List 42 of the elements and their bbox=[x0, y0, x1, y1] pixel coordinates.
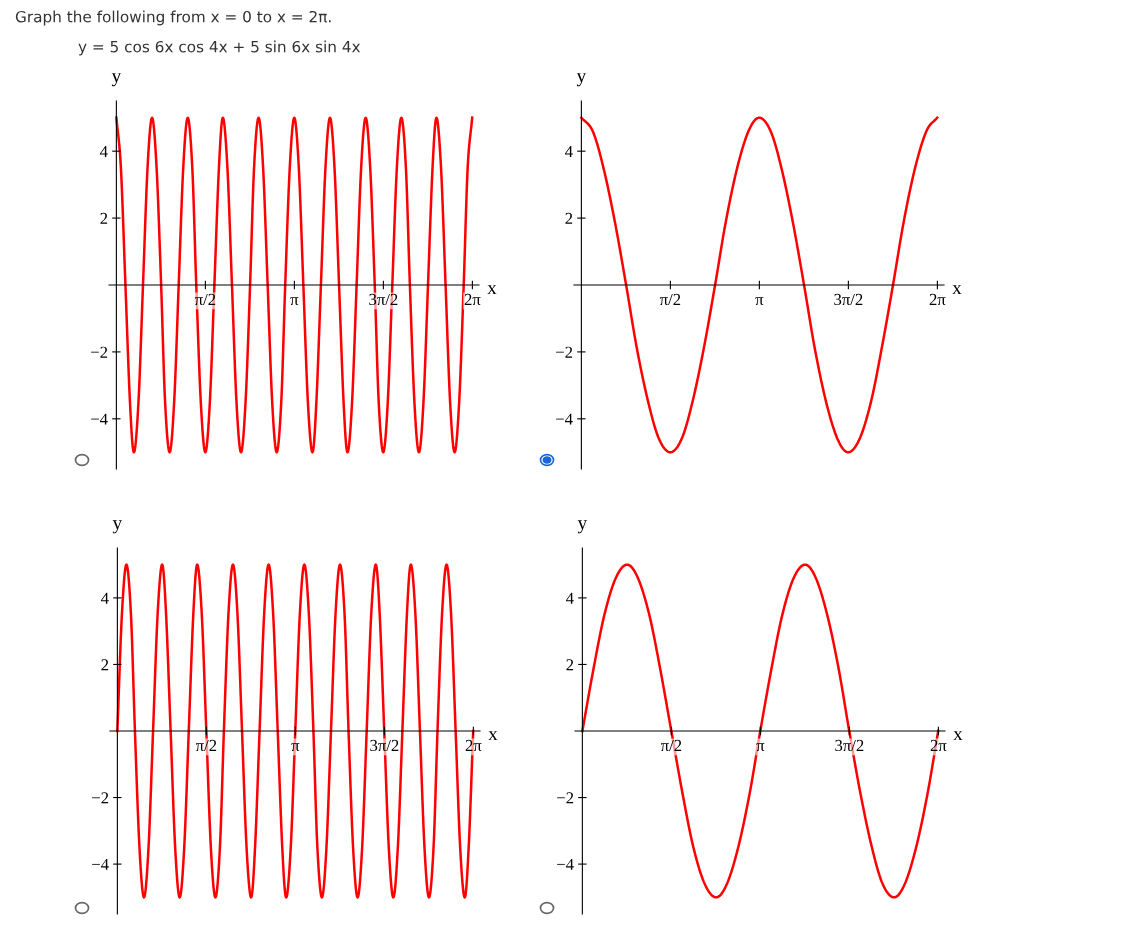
x-tick-label: 2π bbox=[465, 739, 482, 752]
y-tick-label: −4 bbox=[557, 858, 574, 870]
y-tick-label: −4 bbox=[91, 413, 108, 425]
x-tick-label: 3π/2 bbox=[370, 739, 399, 752]
y-tick-label: 2 bbox=[100, 212, 108, 224]
x-tick-label: π/2 bbox=[194, 293, 216, 306]
y-axis-title: y bbox=[112, 520, 123, 534]
x-tick-label: π bbox=[291, 743, 300, 752]
y-tick-label: −2 bbox=[556, 346, 573, 358]
y-tick-label: 2 bbox=[566, 659, 574, 671]
x-tick-label: 2π bbox=[464, 293, 481, 306]
y-tick-label: 4 bbox=[100, 145, 108, 157]
x-tick-label: 2π bbox=[929, 293, 946, 306]
x-axis-title: x bbox=[952, 285, 962, 295]
x-tick-label: π bbox=[755, 297, 764, 306]
y-tick-label: −2 bbox=[92, 792, 109, 804]
x-axis-title: x bbox=[487, 285, 497, 295]
x-tick-label: 3π/2 bbox=[369, 293, 398, 306]
x-tick-label: 3π/2 bbox=[835, 739, 864, 752]
chart-subtitle: y = 5 cos 6x cos 4x + 5 sin 6x sin 4x bbox=[78, 40, 361, 56]
y-tick-label: −2 bbox=[557, 792, 574, 804]
x-tick-label: π/2 bbox=[659, 293, 681, 306]
x-axis-title: x bbox=[953, 731, 963, 741]
y-tick-label: 2 bbox=[565, 212, 573, 224]
chart-title: Graph the following from x = 0 to x = 2π. bbox=[15, 10, 331, 26]
y-axis-title: y bbox=[577, 520, 588, 534]
x-tick-label: π bbox=[290, 297, 299, 306]
y-tick-label: −4 bbox=[92, 858, 109, 870]
y-tick-label: 4 bbox=[101, 592, 109, 604]
x-axis-title: x bbox=[488, 731, 498, 741]
y-axis-title: y bbox=[111, 73, 122, 87]
x-tick-label: π/2 bbox=[660, 739, 682, 752]
y-axis-title: y bbox=[576, 73, 587, 87]
y-tick-label: 2 bbox=[101, 659, 109, 671]
y-tick-label: −2 bbox=[91, 346, 108, 358]
y-tick-label: −4 bbox=[556, 413, 573, 425]
y-tick-label: 4 bbox=[566, 592, 574, 604]
y-tick-label: 4 bbox=[565, 145, 573, 157]
x-tick-label: 2π bbox=[930, 739, 947, 752]
x-tick-label: π bbox=[756, 743, 765, 752]
x-tick-label: 3π/2 bbox=[834, 293, 863, 306]
x-tick-label: π/2 bbox=[195, 739, 217, 752]
